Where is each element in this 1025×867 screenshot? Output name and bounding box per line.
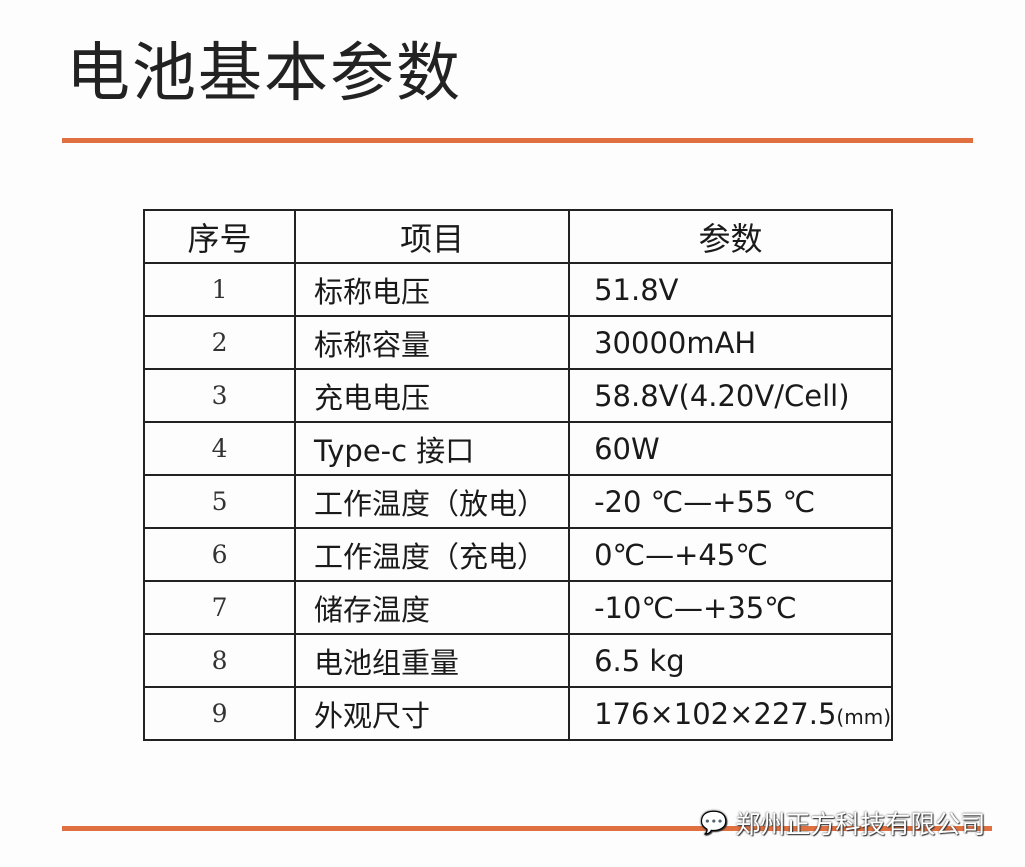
row-value: 51.8V (568, 262, 893, 317)
row-number: 2 (142, 315, 297, 370)
bottom-divider (62, 826, 992, 831)
table-header-row: 序号 项目 参数 (142, 209, 893, 264)
value-unit: (mm) (836, 704, 891, 729)
watermark: 💬 郑州正方科技有限公司 (700, 805, 985, 841)
value-text: 30000mAH (594, 325, 757, 360)
row-number: 6 (142, 527, 297, 582)
row-number: 4 (142, 421, 297, 476)
row-item: 储存温度 (294, 580, 571, 635)
wechat-icon: 💬 (700, 810, 728, 836)
value-text: 58.8V(4.20V/Cell) (594, 378, 850, 413)
row-item: 标称容量 (294, 315, 571, 370)
row-item: 外观尺寸 (294, 686, 571, 741)
value-text: 51.8V (594, 272, 679, 307)
table-row: 5 工作温度（放电） -20 ℃—+55 ℃ (142, 474, 893, 529)
page-title: 电池基本参数 (66, 37, 462, 111)
row-item: 电池组重量 (294, 633, 571, 688)
row-number: 7 (142, 580, 297, 635)
value-text: 176×102×227.5 (594, 696, 837, 731)
row-item: 工作温度（充电） (294, 527, 571, 582)
value-text: 0℃—+45℃ (594, 537, 768, 572)
value-text: -10℃—+35℃ (594, 590, 797, 625)
row-item: Type-c 接口 (294, 421, 571, 476)
row-item: 标称电压 (294, 262, 571, 317)
row-number: 3 (142, 368, 297, 423)
top-divider (62, 138, 973, 143)
row-value: 0℃—+45℃ (568, 527, 893, 582)
row-value: 60W (568, 421, 893, 476)
header-no: 序号 (142, 209, 297, 264)
value-text: 6.5 kg (594, 643, 685, 678)
row-item: 充电电压 (294, 368, 571, 423)
row-value: 58.8V(4.20V/Cell) (568, 368, 893, 423)
row-number: 5 (142, 474, 297, 529)
table-row: 8 电池组重量 6.5 kg (142, 633, 893, 688)
battery-parameters-table: 序号 项目 参数 1 标称电压 51.8V 2 标称容量 30000mAH 3 充电… (142, 209, 893, 741)
row-number: 1 (142, 262, 297, 317)
table-row: 6 工作温度（充电） 0℃—+45℃ (142, 527, 893, 582)
row-value: -20 ℃—+55 ℃ (568, 474, 893, 529)
table-row: 2 标称容量 30000mAH (142, 315, 893, 370)
table-row: 7 储存温度 -10℃—+35℃ (142, 580, 893, 635)
row-value: 6.5 kg (568, 633, 893, 688)
value-text: -20 ℃—+55 ℃ (594, 484, 816, 519)
row-number: 8 (142, 633, 297, 688)
header-item: 项目 (294, 209, 571, 264)
row-number: 9 (142, 686, 297, 741)
table-row: 4 Type-c 接口 60W (142, 421, 893, 476)
header-value: 参数 (568, 209, 893, 264)
row-item: 工作温度（放电） (294, 474, 571, 529)
table-row: 9 外观尺寸 176×102×227.5(mm) (142, 686, 893, 741)
row-value: -10℃—+35℃ (568, 580, 893, 635)
table-row: 1 标称电压 51.8V (142, 262, 893, 317)
watermark-text: 郑州正方科技有限公司 (735, 810, 986, 839)
row-value: 30000mAH (568, 315, 893, 370)
row-value: 176×102×227.5(mm) (568, 686, 893, 741)
table-row: 3 充电电压 58.8V(4.20V/Cell) (142, 368, 893, 423)
value-text: 60W (594, 431, 660, 466)
